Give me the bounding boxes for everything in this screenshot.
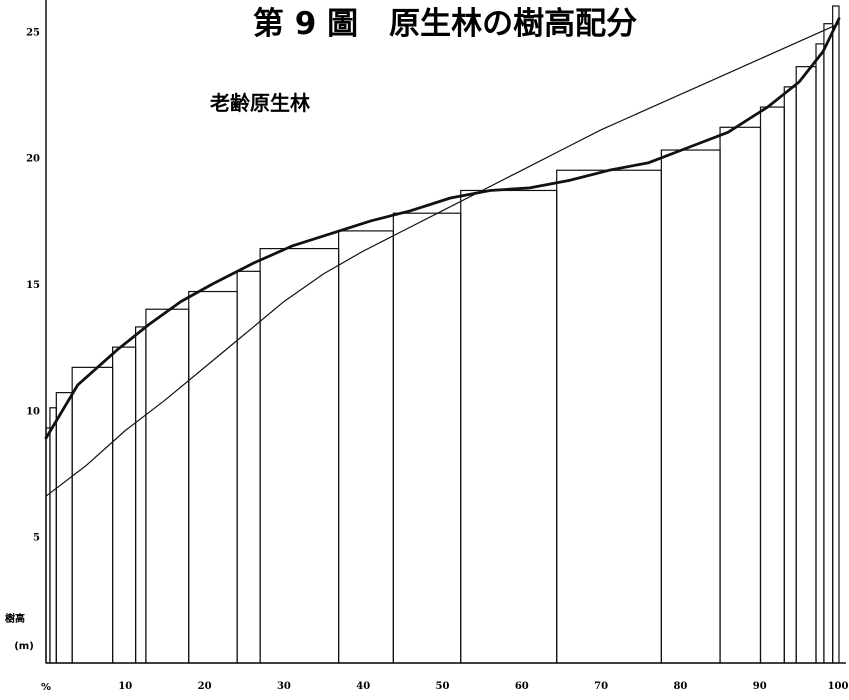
y-tick-label: 25 [26, 27, 40, 38]
histogram-bar-2 [49, 407, 57, 664]
y-tick-label: 10 [26, 406, 40, 417]
x-tick-label: 80 [673, 681, 687, 692]
x-axis-unit: % [41, 682, 51, 693]
y-axis-unit: (m) [14, 641, 34, 652]
histogram-bar-18 [783, 86, 797, 664]
y-tick-label: 15 [26, 280, 40, 291]
y-tick-label: 5 [33, 533, 40, 544]
chart-title: 第 9 圖 原生林の樹高配分 [253, 6, 637, 42]
series-line-2-thin-curve [45, 23, 840, 497]
y-tick-label: 20 [26, 154, 40, 165]
histogram-bar-19 [795, 66, 817, 664]
histogram-bar-20 [815, 43, 825, 664]
y-tick-labels: 5 10 15 20 25 [26, 27, 40, 543]
histogram-bar-12 [392, 212, 462, 664]
histogram-bar-9 [236, 270, 261, 664]
histogram-bar-3 [55, 392, 73, 664]
x-tick-labels: 10 20 30 40 50 60 70 80 90 100 [118, 681, 848, 692]
x-tick-label: 10 [118, 681, 132, 692]
x-tick-label: 90 [753, 681, 767, 692]
x-tick-label: 60 [515, 681, 529, 692]
histogram-bar-7 [145, 308, 190, 664]
histogram-bar-13 [460, 189, 558, 664]
histogram-bars [45, 5, 840, 664]
fitted-curves [44, 17, 841, 497]
histogram-bar-11 [338, 230, 394, 664]
histogram-bar-16 [719, 126, 762, 664]
x-tick-label: 20 [198, 681, 212, 692]
x-tick-label: 100 [828, 681, 849, 692]
x-tick-label: 70 [594, 681, 608, 692]
x-tick-label: 50 [436, 681, 450, 692]
histogram-bar-6 [135, 326, 147, 664]
x-tick-label: 40 [356, 681, 370, 692]
histogram-bar-8 [188, 290, 238, 664]
histogram-bar-22 [832, 5, 840, 664]
histogram-bar-10 [259, 247, 340, 664]
histogram-bar-4 [71, 366, 114, 664]
histogram-bar-14 [556, 169, 662, 664]
series-line-1-thick-curve [44, 17, 841, 440]
y-axis-label: 樹高 [5, 612, 25, 625]
chart-subtitle: 老齢原生林 [210, 91, 310, 115]
histogram-bar-17 [759, 106, 785, 664]
histogram-bar-21 [823, 23, 834, 664]
x-tick-label: 30 [277, 681, 291, 692]
histogram-bar-5 [112, 346, 137, 664]
histogram-bar-15 [660, 149, 721, 664]
